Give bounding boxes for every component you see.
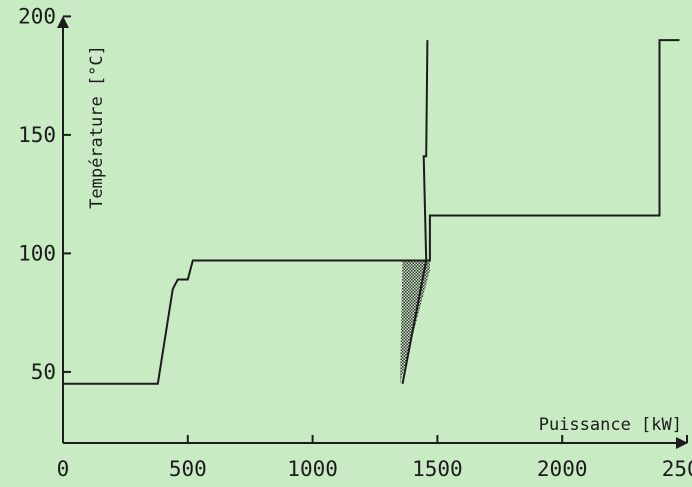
x-tick-label: 2500 <box>662 457 692 481</box>
y-axis-label: Température [°C] <box>87 45 107 209</box>
y-tick-label: 50 <box>31 360 56 384</box>
x-tick-label: 2000 <box>537 457 588 481</box>
series-line-1 <box>63 39 680 385</box>
y-tick-label: 100 <box>18 241 56 265</box>
x-tick-label: 0 <box>57 457 70 481</box>
x-tick-label: 1500 <box>412 457 463 481</box>
x-axis-label: Puissance [kW] <box>539 415 682 435</box>
y-tick-label: 200 <box>18 4 56 28</box>
x-tick-label: 500 <box>169 457 207 481</box>
y-tick-label: 150 <box>18 123 56 147</box>
x-axis-arrow <box>676 437 688 449</box>
x-tick-label: 1000 <box>287 457 338 481</box>
plot-area: 0 500 1000 1500 2000 2500 50 100 150 200 Puissance… <box>18 4 692 481</box>
y-axis-arrow <box>57 16 69 28</box>
series-line-2 <box>401 40 429 384</box>
